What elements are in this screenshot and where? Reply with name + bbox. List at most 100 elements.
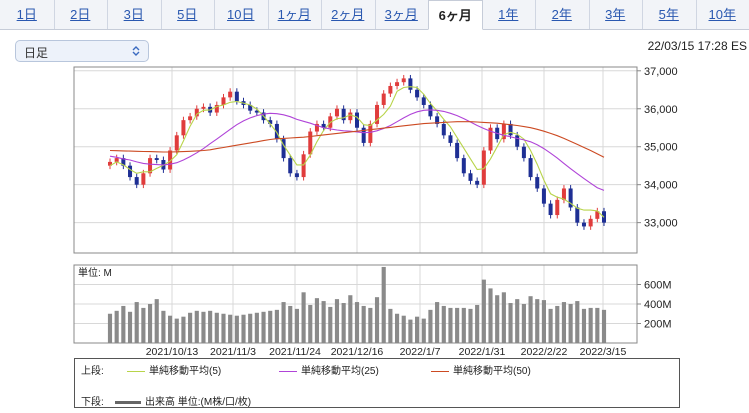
candle-body	[168, 150, 173, 170]
candle-body	[248, 104, 253, 111]
volume-bar	[421, 318, 426, 343]
tab-5[interactable]: 10日	[214, 0, 269, 29]
volume-bar	[281, 302, 286, 343]
volume-bar	[348, 295, 353, 343]
tab-7[interactable]: 2ヶ月	[321, 0, 376, 29]
volume-unit-label: 単位: M	[78, 266, 112, 279]
candle-body	[194, 108, 199, 117]
x-tick-label: 2021/12/16	[331, 346, 384, 358]
legend-ma25-swatch	[279, 370, 297, 372]
volume-bar	[314, 298, 320, 343]
volume-bar	[194, 310, 199, 343]
candle-body	[428, 104, 433, 117]
volume-bar	[334, 299, 340, 343]
candle-body	[221, 97, 226, 105]
last-updated-datetime: 22/03/15 17:28 ES	[647, 39, 747, 53]
volume-bar	[268, 310, 273, 343]
legend-upper-label: 上段:	[81, 366, 104, 377]
candle-body	[421, 97, 426, 105]
interval-select[interactable]: 日足	[15, 40, 149, 62]
x-tick-label: 2022/2/22	[521, 346, 568, 358]
tab-6[interactable]: 1ヶ月	[268, 0, 322, 29]
ma5-line	[109, 86, 605, 218]
volume-bar	[221, 313, 226, 343]
candle-body	[415, 89, 420, 98]
stock-chart: 2021/10/13 2021/11/3 2021/11/24 2021/12/16 2…	[73, 66, 678, 358]
legend-ma25: 単純移動平均(25)	[279, 362, 379, 377]
tab-3[interactable]: 3日	[107, 0, 162, 29]
legend-ma5-label: 単純移動平均(5)	[149, 366, 222, 377]
candle-body	[114, 158, 119, 162]
candle-body	[201, 106, 206, 109]
volume-bar	[328, 306, 333, 343]
volume-bar	[214, 312, 219, 343]
volume-bar	[435, 302, 440, 343]
volume-bar	[114, 310, 119, 343]
volume-bar	[501, 292, 506, 343]
price-y-tick-label: 36,000	[644, 104, 678, 116]
candle-body	[521, 146, 526, 159]
volume-bar	[528, 296, 533, 343]
volume-bar	[168, 315, 173, 343]
candle-body	[408, 78, 413, 90]
volume-bar	[461, 307, 466, 343]
candle-body	[348, 112, 353, 121]
candle-body	[561, 188, 566, 200]
volume-bar	[354, 302, 360, 343]
candle-body	[475, 180, 480, 185]
candle-body	[588, 218, 593, 227]
candle-body	[321, 123, 326, 128]
legend-ma50-swatch	[431, 370, 449, 372]
volume-bar	[535, 299, 540, 343]
volume-y-tick-label: 200M	[644, 319, 672, 331]
candle-body	[481, 150, 486, 185]
volume-bar	[488, 288, 493, 343]
candle-body	[154, 158, 159, 160]
candle-body	[435, 116, 440, 124]
price-y-tick-label: 37,000	[644, 66, 678, 78]
legend-ma50: 単純移動平均(50)	[431, 362, 531, 377]
x-tick-label: 2021/10/13	[146, 346, 199, 358]
volume-bar	[308, 304, 313, 343]
volume-bar	[495, 295, 500, 343]
tab-13[interactable]: 5年	[642, 0, 697, 29]
tab-10[interactable]: 1年	[482, 0, 536, 29]
volume-bar	[107, 313, 113, 343]
candle-body	[134, 177, 139, 185]
candle-body	[107, 161, 113, 166]
tab-1[interactable]: 1日	[0, 0, 55, 29]
candle-body	[448, 135, 453, 143]
interval-select-label: 日足	[24, 46, 49, 60]
volume-bar	[121, 305, 126, 343]
volume-bar	[401, 315, 406, 343]
candle-body	[174, 135, 179, 151]
volume-bar	[568, 304, 573, 343]
candle-body	[501, 123, 506, 140]
candle-body	[541, 188, 546, 204]
volume-bar	[381, 266, 386, 343]
volume-bar	[555, 305, 560, 343]
tab-11[interactable]: 2年	[535, 0, 590, 29]
period-tab-bar: 1日 2日 3日 5日 10日 1ヶ月 2ヶ月 3ヶ月 6ヶ月 1年 2年 3年 5年 10年	[0, 0, 749, 30]
legend-volume-label: 出来高 単位:(M株/口/枚)	[145, 397, 252, 408]
candle-body	[301, 154, 306, 178]
candle-body	[354, 112, 360, 128]
volume-bar	[181, 316, 186, 343]
candle-body	[441, 123, 446, 136]
candle-body	[288, 158, 293, 174]
volume-bar	[188, 312, 193, 343]
candle-body	[581, 222, 586, 227]
volume-bar	[274, 309, 279, 343]
tab-12[interactable]: 3年	[589, 0, 643, 29]
tab-4[interactable]: 5日	[161, 0, 215, 29]
candle-body	[268, 120, 273, 124]
tab-9[interactable]: 6ヶ月	[428, 0, 483, 30]
x-tick-label: 2022/3/15	[580, 346, 627, 358]
volume-bar	[361, 305, 366, 343]
candle-body	[555, 199, 560, 216]
tab-14[interactable]: 10年	[696, 0, 749, 29]
tab-2[interactable]: 2日	[54, 0, 108, 29]
volume-bar	[575, 301, 580, 343]
volume-bar	[288, 305, 293, 343]
legend-ma5: 単純移動平均(5)	[127, 362, 221, 377]
